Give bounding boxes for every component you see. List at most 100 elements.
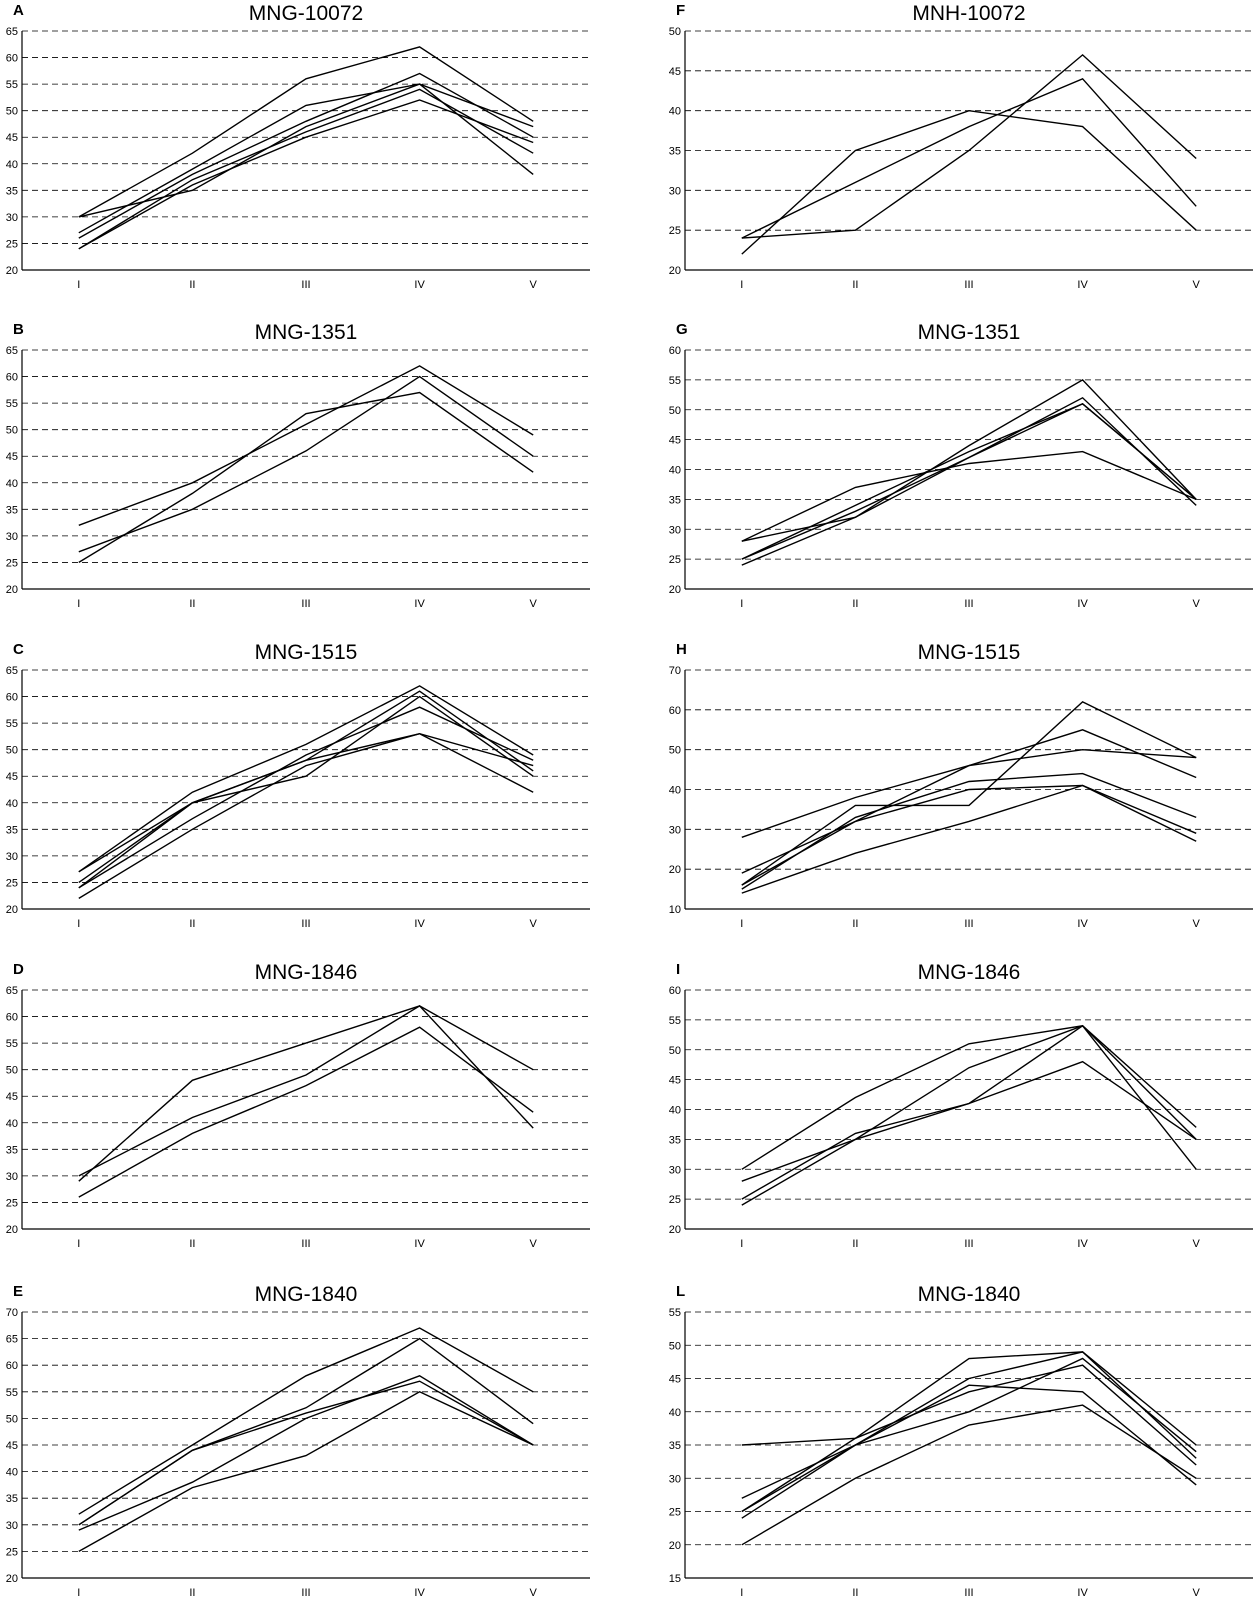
panel-i-series-line-4 <box>741 1024 1197 1206</box>
panel-c-letter: C <box>13 641 24 658</box>
panel-a-y-tick-label: 20 <box>6 265 18 277</box>
panel-f-y-tick-label: 35 <box>669 146 681 158</box>
panel-f-y-tick-label: 25 <box>669 225 681 237</box>
panel-g-x-tick-label: I <box>740 598 743 610</box>
panel-h-x-tick-label: I <box>740 918 743 930</box>
panel-b-letter: B <box>13 321 24 338</box>
panel-g-x-tick-label: V <box>1193 598 1201 610</box>
panel-d-y-tick-label: 65 <box>6 985 18 997</box>
panel-d-y-tick-label: 50 <box>6 1065 18 1077</box>
panel-g-y-tick-label: 25 <box>669 554 681 566</box>
panel-b-y-tick-label: 50 <box>6 425 18 437</box>
panel-a-y-tick-label: 35 <box>6 185 18 197</box>
panel-h-y-tick-label: 10 <box>669 904 681 916</box>
panel-c-title: MNG-1515 <box>255 641 358 664</box>
panel-h-y-tick-label: 60 <box>669 705 681 717</box>
panel-a-y-tick-label: 25 <box>6 238 18 250</box>
panel-b-y-tick-label: 20 <box>6 584 18 596</box>
panel-i-x-tick-label: V <box>1193 1238 1201 1250</box>
panel-i-y-tick-label: 55 <box>669 1015 681 1027</box>
panel-f-x-tick-label: V <box>1193 279 1201 291</box>
panel-c-y-tick-label: 50 <box>6 745 18 757</box>
panel-h-series-line-2 <box>741 748 1197 874</box>
panel-f-y-tick-label: 50 <box>669 26 681 38</box>
panel-b-y-tick-label: 40 <box>6 478 18 490</box>
panel-i-y-tick-label: 30 <box>669 1164 681 1176</box>
panel-h-x-tick-label: II <box>852 918 858 930</box>
panel-g-y-tick-label: 50 <box>669 405 681 417</box>
panel-a-x-tick-label: III <box>301 279 310 291</box>
panel-i-letter: I <box>676 961 680 978</box>
panel-h-y-tick-label: 50 <box>669 745 681 757</box>
panel-e-series-line-2 <box>78 1337 534 1526</box>
panel-h-title: MNG-1515 <box>918 641 1021 664</box>
panel-b-y-tick-label: 65 <box>6 345 18 357</box>
panel-l-y-tick-label: 50 <box>669 1340 681 1352</box>
panel-a-y-tick-label: 40 <box>6 159 18 171</box>
panel-c-series-line-4 <box>78 732 534 873</box>
panel-h-series-line-3 <box>741 701 1197 886</box>
panel-d-title: MNG-1846 <box>255 961 358 984</box>
panel-e-y-tick-label: 40 <box>6 1467 18 1479</box>
panel-d-y-tick-label: 25 <box>6 1197 18 1209</box>
panel-h-series-line-4 <box>741 772 1197 890</box>
panel-d-y-tick-label: 45 <box>6 1091 18 1103</box>
panel-f-x-tick-label: II <box>852 279 858 291</box>
panel-c-series-line-3 <box>78 695 534 889</box>
panel-e-series-line-3 <box>78 1375 534 1531</box>
panel-b-y-tick-label: 30 <box>6 531 18 543</box>
panel-l-y-tick-label: 55 <box>669 1307 681 1319</box>
panel-b-x-tick-label: IV <box>414 598 425 610</box>
panel-d-x-tick-label: III <box>301 1238 310 1250</box>
panel-c-y-tick-label: 35 <box>6 824 18 836</box>
panel-g-y-tick-label: 45 <box>669 435 681 447</box>
panel-e-y-tick-label: 25 <box>6 1546 18 1558</box>
panel-g-y-tick-label: 40 <box>669 465 681 477</box>
panel-c-x-tick-label: I <box>77 918 80 930</box>
panel-f-series-line-1 <box>741 109 1197 255</box>
panel-b-y-tick-label: 25 <box>6 557 18 569</box>
panel-l-series-line-4 <box>741 1357 1197 1519</box>
panel-i-title: MNG-1846 <box>918 961 1021 984</box>
panel-a-y-tick-label: 45 <box>6 132 18 144</box>
panel-f-y-tick-label: 30 <box>669 185 681 197</box>
panel-b-title: MNG-1351 <box>255 321 358 344</box>
panel-i-y-tick-label: 20 <box>669 1224 681 1236</box>
panel-l-y-tick-label: 20 <box>669 1540 681 1552</box>
panel-c-series-line-1 <box>78 685 534 873</box>
panel-g-y-tick-label: 55 <box>669 375 681 387</box>
panel-a-y-tick-label: 55 <box>6 79 18 91</box>
panel-h-x-tick-label: V <box>1193 918 1201 930</box>
panel-i-x-tick-label: III <box>964 1238 973 1250</box>
panel-h-x-tick-label: IV <box>1077 918 1088 930</box>
panel-e-letter: E <box>13 1283 23 1300</box>
panel-a-y-tick-label: 30 <box>6 212 18 224</box>
panel-d-x-tick-label: V <box>530 1238 538 1250</box>
panel-e-y-tick-label: 70 <box>6 1307 18 1319</box>
panel-b-y-tick-label: 45 <box>6 451 18 463</box>
panel-f-series-line-3 <box>741 53 1197 239</box>
panel-g-title: MNG-1351 <box>918 321 1021 344</box>
panel-b-y-tick-label: 55 <box>6 398 18 410</box>
panel-e-y-tick-label: 60 <box>6 1360 18 1372</box>
panel-g-x-tick-label: II <box>852 598 858 610</box>
panel-e-title: MNG-1840 <box>255 1283 358 1306</box>
panel-a-series-line-2 <box>78 83 534 234</box>
panel-g-letter: G <box>676 321 688 338</box>
panel-e-series-line-4 <box>78 1391 534 1553</box>
panel-l-y-tick-label: 40 <box>669 1407 681 1419</box>
panel-e-x-tick-label: IV <box>414 1587 425 1599</box>
panel-a-y-tick-label: 65 <box>6 26 18 38</box>
panel-i-y-tick-label: 60 <box>669 985 681 997</box>
panel-f-y-tick-label: 20 <box>669 265 681 277</box>
panel-l-title: MNG-1840 <box>918 1283 1021 1306</box>
panel-a-series-line-6 <box>78 83 534 218</box>
panel-c-series-line-2 <box>78 690 534 883</box>
panel-a-x-tick-label: II <box>189 279 195 291</box>
panel-e-y-tick-label: 20 <box>6 1573 18 1585</box>
panel-l-series-line-3 <box>741 1384 1197 1513</box>
